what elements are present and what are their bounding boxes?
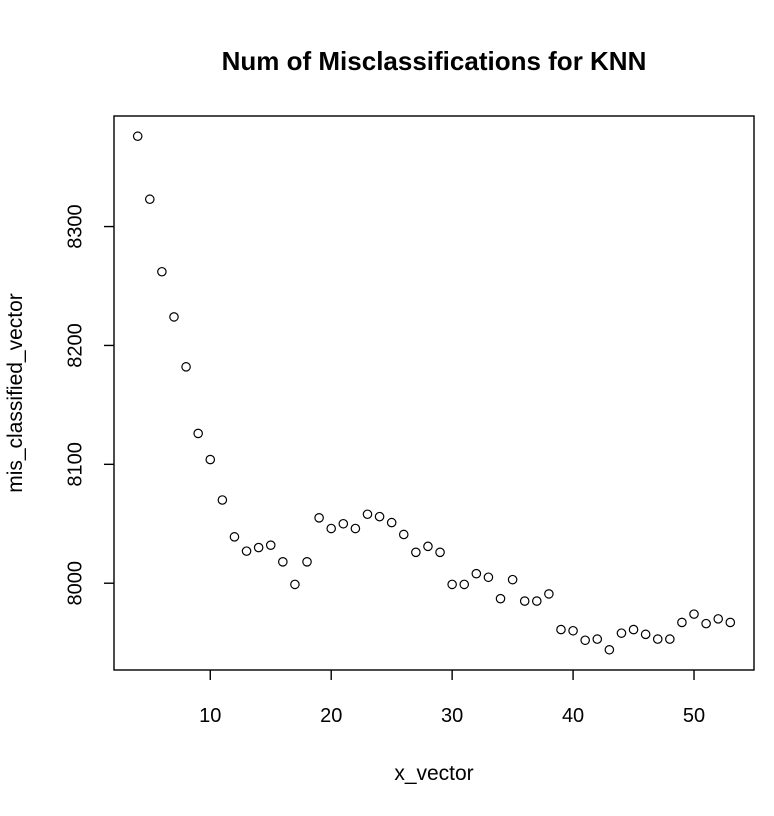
x-axis-label: x_vector xyxy=(394,762,473,785)
plot-frame xyxy=(113,115,755,671)
data-point-37 xyxy=(531,596,542,606)
data-point-38 xyxy=(544,589,554,599)
data-point-51 xyxy=(701,618,711,629)
data-point-23 xyxy=(362,509,373,520)
data-point-33 xyxy=(483,572,494,583)
data-point-36 xyxy=(519,596,530,606)
data-point-9 xyxy=(193,428,203,439)
x-tick-label-10: 10 xyxy=(199,705,221,727)
x-tick-label-40: 40 xyxy=(562,705,584,727)
data-point-16 xyxy=(278,557,288,567)
x-tick-label-50: 50 xyxy=(683,705,705,727)
data-point-4 xyxy=(132,131,143,142)
data-point-47 xyxy=(652,634,663,644)
data-point-25 xyxy=(386,517,397,528)
data-point-52 xyxy=(713,614,724,624)
data-points xyxy=(132,131,736,655)
data-point-15 xyxy=(265,540,276,550)
data-point-31 xyxy=(459,579,470,590)
data-point-53 xyxy=(725,617,736,628)
data-point-28 xyxy=(423,541,433,552)
data-point-24 xyxy=(374,511,385,522)
data-point-30 xyxy=(447,579,457,590)
data-point-14 xyxy=(253,542,264,553)
data-point-20 xyxy=(326,523,337,534)
data-point-50 xyxy=(689,609,699,619)
data-point-10 xyxy=(205,454,216,465)
data-point-44 xyxy=(616,628,627,638)
chart-title: Num of Misclassifications for KNN xyxy=(222,46,647,76)
data-point-27 xyxy=(411,547,421,558)
data-point-19 xyxy=(314,513,324,523)
data-point-5 xyxy=(144,194,155,205)
y-axis-label: mis_classified_vector xyxy=(4,293,27,493)
data-point-13 xyxy=(241,546,252,556)
data-point-17 xyxy=(290,579,300,590)
y-tick-label-8300: 8300 xyxy=(64,204,86,249)
data-point-34 xyxy=(495,593,506,604)
x-axis: 10 20 30 40 50 xyxy=(199,670,705,727)
data-point-41 xyxy=(580,635,590,646)
data-point-22 xyxy=(350,523,361,534)
data-point-43 xyxy=(604,644,615,655)
data-point-45 xyxy=(628,624,639,635)
data-point-21 xyxy=(338,518,349,529)
x-tick-label-20: 20 xyxy=(320,705,342,727)
x-tick-label-30: 30 xyxy=(441,705,463,727)
data-point-49 xyxy=(677,617,687,628)
data-point-39 xyxy=(556,624,566,635)
data-point-40 xyxy=(568,625,578,636)
data-point-12 xyxy=(229,532,240,542)
y-tick-label-8200: 8200 xyxy=(64,323,86,368)
data-point-7 xyxy=(169,312,179,322)
data-point-32 xyxy=(471,568,482,579)
data-point-48 xyxy=(665,634,675,644)
data-point-18 xyxy=(302,557,312,567)
y-axis: 8000 8100 8200 8300 xyxy=(64,204,114,605)
data-point-42 xyxy=(592,634,603,644)
data-point-46 xyxy=(640,629,651,640)
data-point-6 xyxy=(157,266,167,277)
data-point-8 xyxy=(181,362,191,372)
data-point-29 xyxy=(435,547,445,558)
data-point-26 xyxy=(398,529,409,540)
data-point-11 xyxy=(217,495,228,505)
data-point-35 xyxy=(507,574,518,585)
y-tick-label-8000: 8000 xyxy=(64,561,86,606)
y-tick-label-8100: 8100 xyxy=(64,442,86,487)
